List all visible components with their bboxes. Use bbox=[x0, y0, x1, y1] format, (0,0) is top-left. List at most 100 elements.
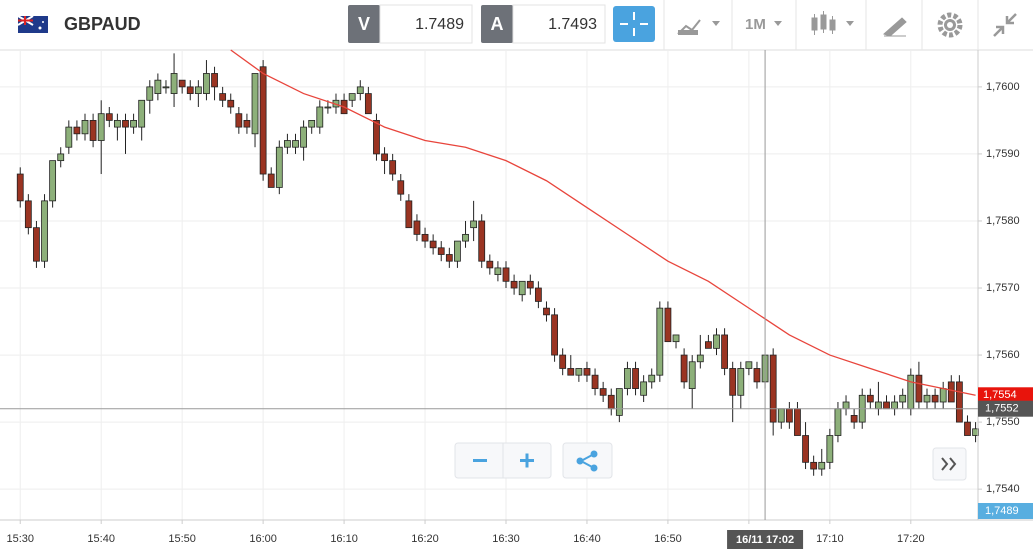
candle-body bbox=[429, 240, 437, 249]
candle-body bbox=[356, 86, 364, 94]
candle-body bbox=[931, 394, 939, 403]
candle-body bbox=[802, 435, 809, 463]
candle-body bbox=[842, 401, 850, 410]
candle-body bbox=[462, 233, 469, 242]
candle-body bbox=[753, 368, 761, 383]
candle-body bbox=[243, 119, 251, 128]
chart-type-button[interactable] bbox=[677, 19, 720, 35]
y-tick-label: 1,7580 bbox=[986, 215, 1020, 227]
candle-body bbox=[567, 368, 575, 376]
zoom-controls bbox=[454, 442, 552, 479]
candle-body bbox=[486, 260, 494, 269]
share-button[interactable] bbox=[562, 442, 613, 479]
candle-body bbox=[445, 254, 453, 262]
draw-button[interactable] bbox=[883, 17, 907, 37]
ask-box bbox=[512, 4, 606, 44]
candle-body bbox=[219, 93, 227, 101]
candle-type-button[interactable] bbox=[811, 11, 854, 35]
settings-button[interactable] bbox=[937, 12, 963, 38]
candle-body bbox=[324, 106, 332, 109]
candle-body bbox=[437, 247, 445, 255]
candle-body bbox=[866, 394, 874, 403]
plot-area: 1,7540 1,7550 1,7560 1,7570 1,7580 1,7590 1,76… bbox=[0, 49, 1020, 545]
candle-body bbox=[470, 220, 478, 229]
crosshair-button[interactable] bbox=[613, 6, 655, 42]
candle-body bbox=[65, 126, 73, 148]
candle-body bbox=[656, 307, 664, 376]
bid-label: V bbox=[358, 14, 370, 34]
candle-body bbox=[664, 307, 672, 343]
candle-body bbox=[81, 119, 89, 135]
candle-body bbox=[162, 86, 170, 89]
scroll-end-button[interactable] bbox=[932, 447, 967, 481]
candle-body bbox=[850, 415, 858, 423]
candle-body bbox=[672, 334, 680, 343]
flag bbox=[17, 15, 48, 33]
candle-body bbox=[284, 140, 291, 148]
candle-body bbox=[24, 200, 32, 229]
candle-body bbox=[348, 93, 356, 101]
crosshair-x-label: 16/11 17:02 bbox=[736, 534, 794, 546]
candle-body bbox=[122, 119, 129, 128]
candle-body bbox=[146, 86, 154, 101]
candle-body bbox=[389, 160, 397, 175]
candle-body bbox=[769, 354, 777, 423]
x-tick-label: 17:10 bbox=[816, 533, 844, 545]
x-tick-label: 16:40 bbox=[573, 533, 601, 545]
candle-body bbox=[502, 267, 510, 282]
candle-body bbox=[615, 388, 623, 416]
bid-price-tag bbox=[978, 503, 1033, 519]
ask-button[interactable] bbox=[481, 5, 513, 43]
candle-body bbox=[267, 173, 275, 188]
x-tick-label: 15:30 bbox=[6, 533, 34, 545]
symbol: GBPAUD bbox=[64, 14, 141, 34]
candle-body bbox=[49, 160, 57, 202]
candle-body bbox=[73, 126, 81, 135]
zoom-in[interactable] bbox=[520, 453, 534, 468]
candle-body bbox=[526, 280, 534, 289]
candle-body bbox=[41, 200, 48, 262]
candle-body bbox=[105, 113, 113, 121]
candle-body bbox=[955, 381, 963, 423]
x-tick-label: 16:00 bbox=[249, 533, 277, 545]
candle-body bbox=[891, 401, 899, 410]
candle-body bbox=[227, 99, 235, 108]
candle-body bbox=[575, 368, 583, 376]
candle-body bbox=[947, 381, 955, 403]
candle-body bbox=[875, 401, 882, 410]
candle-body bbox=[211, 73, 218, 88]
crosshair-x-tag bbox=[727, 530, 804, 549]
candle-body bbox=[57, 153, 65, 162]
last-price-label: 1,7554 bbox=[983, 389, 1017, 401]
x-tick-label: 16:20 bbox=[411, 533, 439, 545]
candle-body bbox=[785, 408, 793, 423]
ask-label: A bbox=[491, 14, 504, 34]
candle-body bbox=[494, 267, 502, 276]
candle-body bbox=[680, 354, 688, 383]
x-tick-label: 17:20 bbox=[897, 533, 925, 545]
bid-value: 1.7489 bbox=[415, 16, 464, 33]
candle-body bbox=[251, 73, 259, 135]
collapse-button[interactable] bbox=[993, 13, 1017, 37]
y-tick-label: 1,7550 bbox=[986, 416, 1020, 428]
candle-body bbox=[551, 314, 558, 356]
candle-body bbox=[972, 428, 979, 436]
candle-body bbox=[130, 119, 137, 128]
x-tick-label: 15:40 bbox=[87, 533, 115, 545]
moving-average bbox=[230, 49, 976, 396]
candle-body bbox=[729, 368, 737, 396]
y-tick-label: 1,7560 bbox=[986, 349, 1020, 361]
candle-body bbox=[794, 408, 801, 436]
candle-body bbox=[964, 421, 971, 436]
bid-button[interactable] bbox=[348, 5, 380, 43]
candle-body bbox=[235, 113, 243, 128]
timeframe[interactable]: 1M bbox=[745, 16, 766, 33]
candle-body bbox=[170, 73, 178, 94]
x-tick-label: 16:10 bbox=[330, 533, 358, 545]
candle-body bbox=[300, 126, 308, 148]
candle-body bbox=[381, 153, 388, 162]
candle-body bbox=[834, 408, 842, 436]
y-tick-label: 1,7570 bbox=[986, 282, 1020, 294]
x-tick-label: 16:50 bbox=[654, 533, 682, 545]
